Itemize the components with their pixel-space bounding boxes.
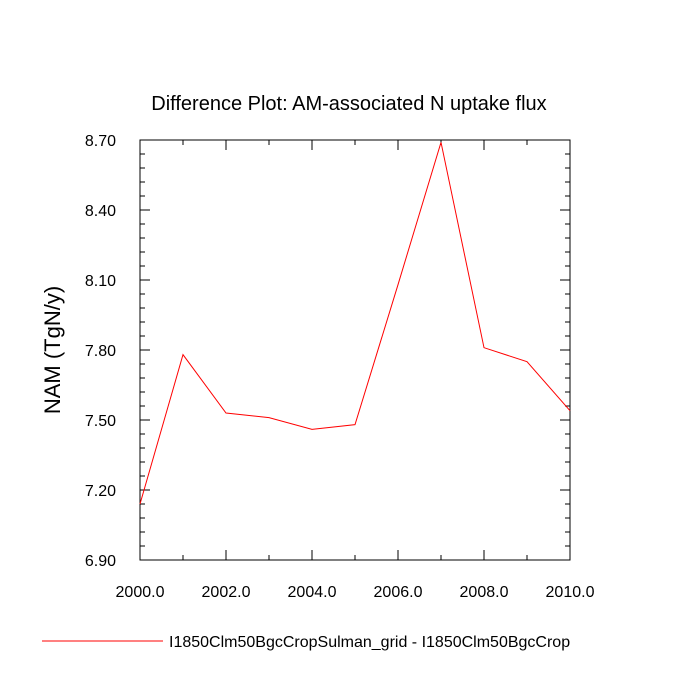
x-tick-label: 2006.0 [374, 584, 423, 601]
plot-frame [139, 139, 571, 561]
y-tick-label: 8.40 [85, 203, 116, 220]
chart-title: Difference Plot: AM-associated N uptake … [151, 93, 546, 115]
y-tick-label: 6.90 [85, 553, 116, 570]
x-tick-label: 2002.0 [202, 584, 251, 601]
y-tick-label: 8.10 [85, 273, 116, 290]
axes-layer: 2000.0 2002.0 2004.0 2006.0 2008.0 2010.0 6.90… [85, 133, 595, 601]
x-tick-label: 2010.0 [546, 584, 595, 601]
legend: I1850Clm50BgcCropSulman_grid - I1850Clm5… [42, 634, 570, 651]
y-tick-label: 7.20 [85, 483, 116, 500]
y-tick-label: 7.50 [85, 413, 116, 430]
y-tick-label: 8.70 [85, 133, 116, 150]
y-tick-label: 7.80 [85, 343, 116, 360]
y-axis-label: NAM (TgN/y) [40, 286, 65, 414]
x-tick-label: 2000.0 [116, 584, 165, 601]
x-tick-label: 2004.0 [288, 584, 337, 601]
series-layer [139, 142, 571, 505]
legend-label: I1850Clm50BgcCropSulman_grid - I1850Clm5… [169, 634, 570, 651]
x-tick-label: 2008.0 [460, 584, 509, 601]
series-line [139, 142, 571, 505]
